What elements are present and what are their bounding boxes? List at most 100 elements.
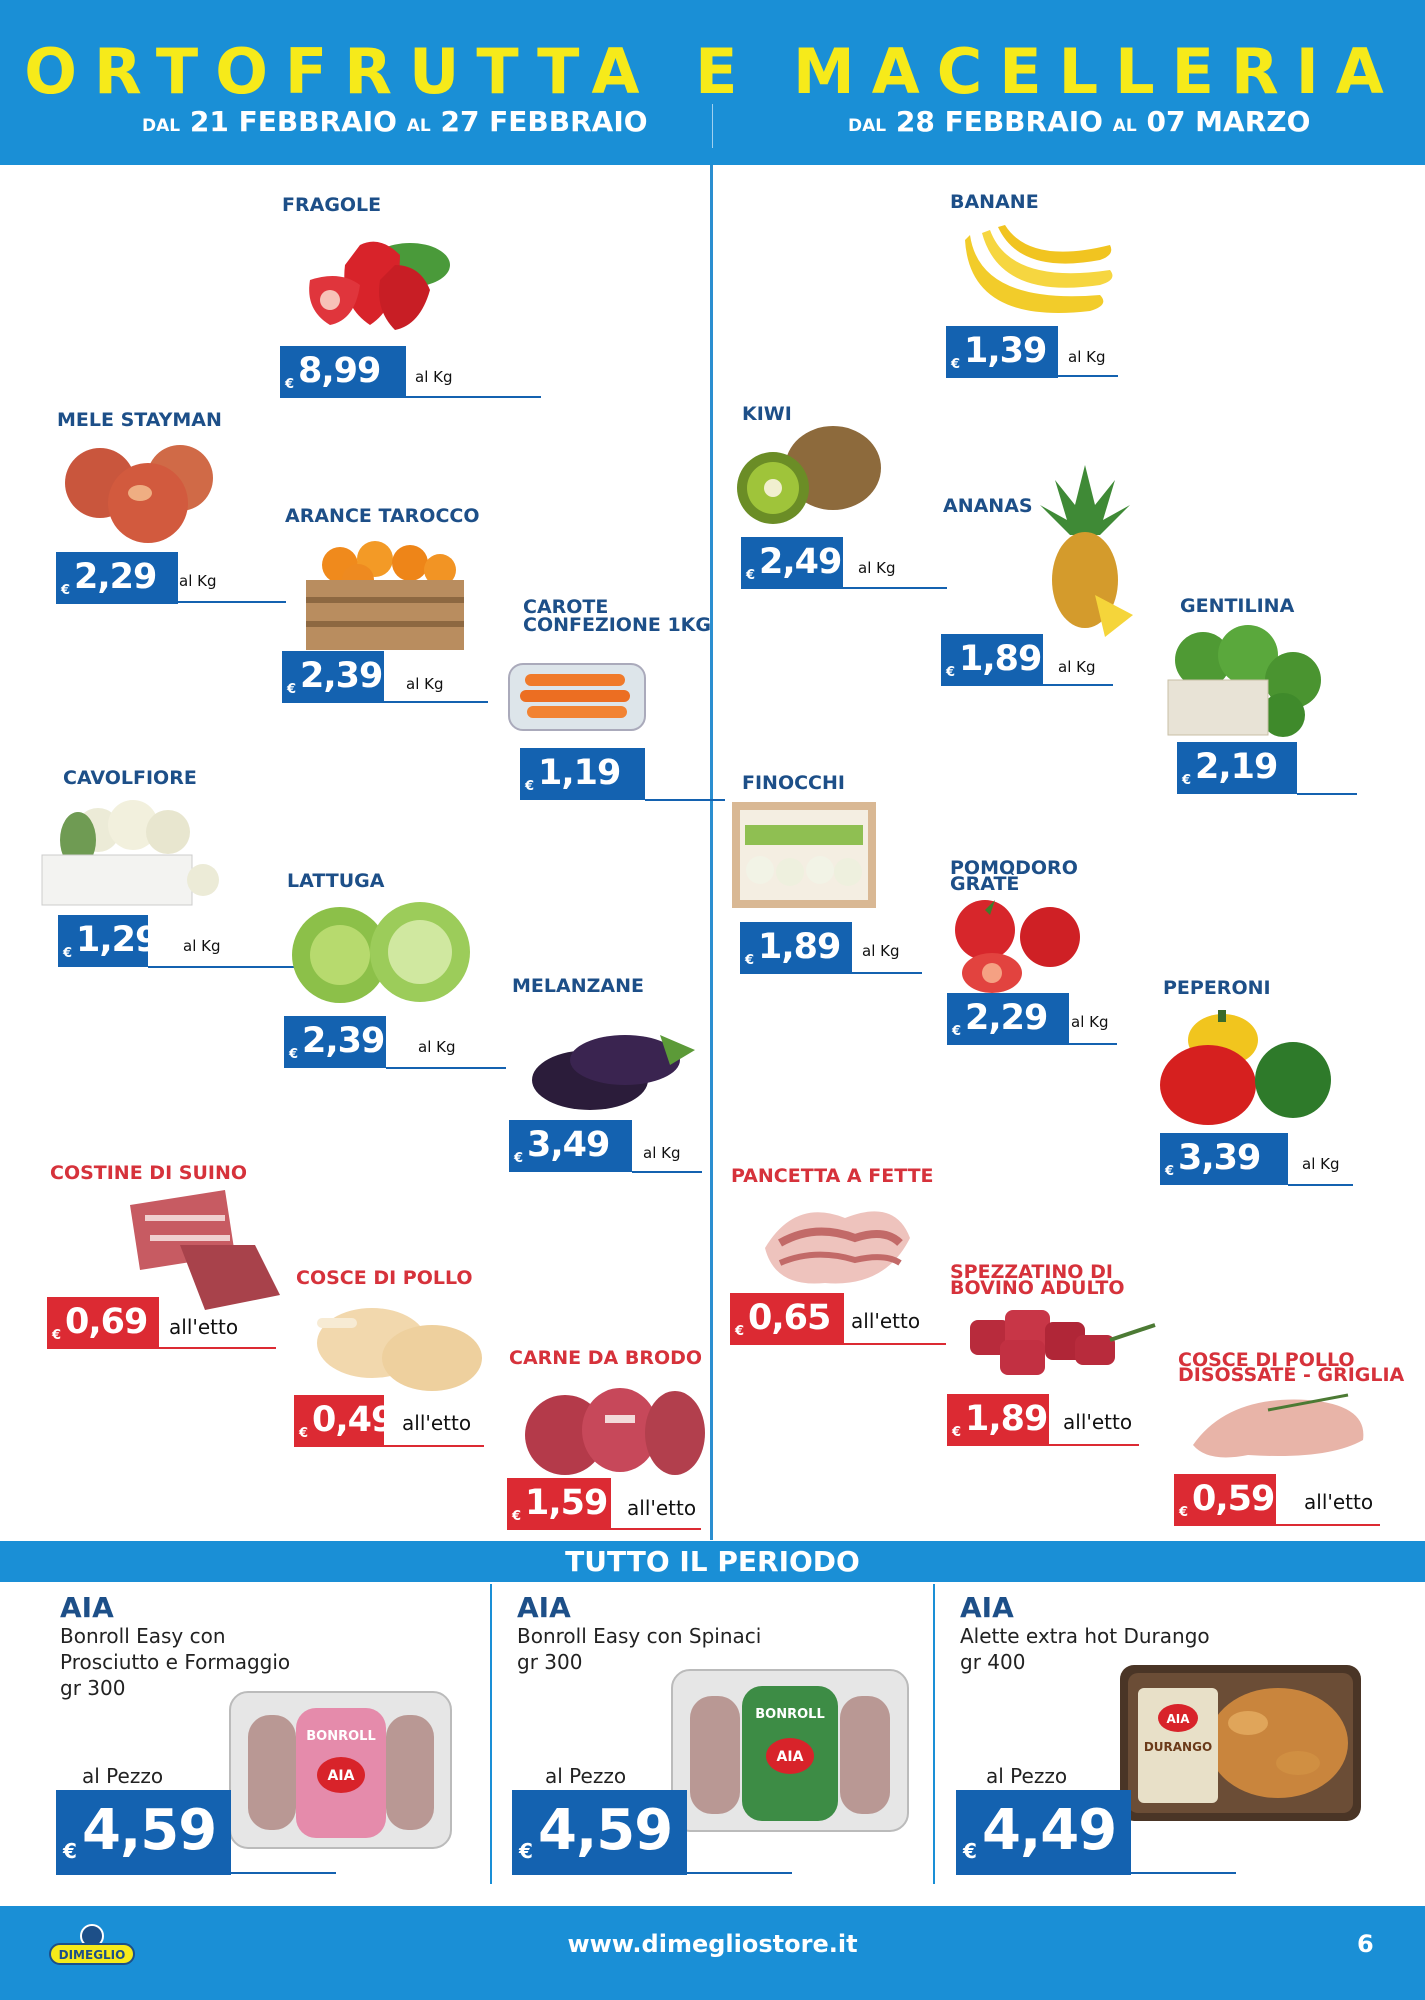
price-value: 3,49 bbox=[527, 1125, 610, 1165]
price-value: 4,59 bbox=[538, 1798, 673, 1863]
price-unit: al Pezzo bbox=[545, 1764, 627, 1788]
price-value: 0,65 bbox=[748, 1298, 831, 1338]
cauliflower-icon bbox=[38, 800, 228, 910]
price-value: 2,19 bbox=[1195, 747, 1278, 787]
big-price-tag: €4,59 bbox=[56, 1790, 231, 1875]
price-unit: all'etto bbox=[1304, 1490, 1374, 1514]
product-description: Bonroll Easy con Spinaci gr 300 bbox=[517, 1624, 762, 1674]
product-name: PEPERONI bbox=[1163, 977, 1271, 999]
price-value: 1,59 bbox=[525, 1483, 608, 1523]
price-unit: al Pezzo bbox=[82, 1764, 164, 1788]
price-value: 0,59 bbox=[1192, 1479, 1275, 1519]
kiwi-icon bbox=[735, 418, 885, 533]
product-name: COSCE DI POLLO bbox=[1178, 1349, 1355, 1371]
bonroll-spinaci-package: BONROLL AIA bbox=[670, 1668, 910, 1833]
price-value: 3,39 bbox=[1178, 1138, 1261, 1178]
bananas-icon bbox=[960, 215, 1120, 325]
apples-icon bbox=[60, 438, 220, 548]
price-unit: al Kg bbox=[858, 559, 896, 577]
svg-text:AIA: AIA bbox=[1166, 1712, 1190, 1726]
price-value: 4,49 bbox=[982, 1798, 1117, 1863]
beef-stew-icon bbox=[960, 1300, 1160, 1380]
price-unit: all'etto bbox=[402, 1411, 472, 1435]
strawberries-icon bbox=[300, 225, 458, 345]
price-value: 1,19 bbox=[538, 753, 621, 793]
page-title: ORTOFRUTTA E MACELLERIA bbox=[24, 35, 1401, 108]
product-name: FINOCCHI bbox=[742, 772, 845, 794]
product-name: KIWI bbox=[742, 403, 792, 425]
price-value: 8,99 bbox=[298, 351, 381, 391]
product-name: SPEZZATINO DI bbox=[950, 1261, 1113, 1283]
product-name: COSTINE DI SUINO bbox=[50, 1162, 247, 1184]
eggplant-icon bbox=[530, 1005, 700, 1125]
price-unit: al Kg bbox=[418, 1038, 456, 1056]
pork-ribs-icon bbox=[125, 1185, 285, 1315]
lettuce-icon bbox=[285, 900, 475, 1010]
price-unit: al Kg bbox=[183, 937, 221, 955]
lettuce-crate-icon bbox=[1163, 625, 1323, 740]
website-link[interactable]: www.dimegliostore.it bbox=[567, 1930, 858, 1958]
product-description: Bonroll Easy con Prosciutto e Formaggio … bbox=[60, 1624, 291, 1700]
product-name-line2: GRATÈ bbox=[950, 873, 1020, 895]
boneless-chicken-icon bbox=[1188, 1385, 1373, 1465]
pineapple-icon bbox=[1035, 465, 1135, 640]
fennel-crate-icon bbox=[730, 800, 878, 910]
price-unit: al Kg bbox=[1071, 1013, 1109, 1031]
price-unit: al Kg bbox=[179, 572, 217, 590]
product-name: FRAGOLE bbox=[282, 194, 382, 216]
alette-durango-package: AIA DURANGO bbox=[1118, 1663, 1363, 1823]
price-value: 2,29 bbox=[965, 998, 1048, 1038]
price-unit: al Kg bbox=[415, 368, 453, 386]
product-name: CARNE DA BRODO bbox=[509, 1347, 703, 1369]
price-value: 0,69 bbox=[65, 1302, 148, 1342]
product-name-line2: CONFEZIONE 1KG bbox=[523, 614, 711, 636]
product-brand: AIA bbox=[517, 1591, 571, 1624]
price-unit: al Kg bbox=[406, 675, 444, 693]
price-value: 1,89 bbox=[965, 1399, 1048, 1439]
price-value: 1,29 bbox=[76, 920, 159, 960]
price-value: 1,89 bbox=[959, 639, 1042, 679]
price-unit: al Kg bbox=[1058, 658, 1096, 676]
big-price-tag: €4,49 bbox=[956, 1790, 1131, 1875]
svg-text:BONROLL: BONROLL bbox=[755, 1707, 824, 1722]
price-value: 1,39 bbox=[964, 331, 1047, 371]
chicken-legs-icon bbox=[312, 1293, 487, 1403]
product-description: Alette extra hot Durango gr 400 bbox=[960, 1624, 1210, 1674]
price-unit: all'etto bbox=[851, 1309, 921, 1333]
product-name: POMODORO bbox=[950, 857, 1078, 879]
svg-text:DURANGO: DURANGO bbox=[1144, 1740, 1212, 1754]
product-brand: AIA bbox=[960, 1591, 1014, 1624]
page-number: 6 bbox=[1357, 1930, 1374, 1958]
price-value: 4,59 bbox=[82, 1798, 217, 1863]
carrots-tray-icon bbox=[505, 652, 650, 737]
product-name: PANCETTA A FETTE bbox=[731, 1165, 934, 1187]
product-name: LATTUGA bbox=[287, 870, 385, 892]
svg-text:BONROLL: BONROLL bbox=[306, 1729, 375, 1744]
svg-text:AIA: AIA bbox=[777, 1749, 804, 1765]
product-name: MELANZANE bbox=[512, 975, 644, 997]
price-unit: all'etto bbox=[627, 1496, 697, 1520]
product-name-line2: DISOSSATE - GRIGLIA bbox=[1178, 1364, 1405, 1386]
peppers-icon bbox=[1158, 1010, 1333, 1130]
footer-bar bbox=[0, 1906, 1425, 2000]
price-value: 2,29 bbox=[74, 557, 157, 597]
product-name: ARANCE TAROCCO bbox=[285, 505, 480, 527]
product-brand: AIA bbox=[60, 1591, 114, 1624]
bacon-icon bbox=[755, 1188, 915, 1298]
price-value: 1,89 bbox=[758, 927, 841, 967]
column-divider bbox=[490, 1584, 492, 1884]
tomatoes-icon bbox=[950, 895, 1085, 995]
price-value: 0,49 bbox=[312, 1400, 395, 1440]
price-unit: al Pezzo bbox=[986, 1764, 1068, 1788]
dimeglio-logo[interactable]: DIMEGLIO bbox=[46, 1922, 138, 1968]
product-name: ANANAS bbox=[943, 495, 1033, 517]
tutto-il-periodo-banner: TUTTO IL PERIODO bbox=[0, 1541, 1425, 1582]
price-unit: al Kg bbox=[1302, 1155, 1340, 1173]
period-divider bbox=[710, 165, 713, 1540]
product-name: BANANE bbox=[950, 191, 1039, 213]
price-value: 2,39 bbox=[300, 656, 383, 696]
oranges-crate-icon bbox=[300, 535, 470, 653]
price-value: 2,39 bbox=[302, 1021, 385, 1061]
big-price-tag: €4,59 bbox=[512, 1790, 687, 1875]
price-value: 2,49 bbox=[759, 542, 842, 582]
